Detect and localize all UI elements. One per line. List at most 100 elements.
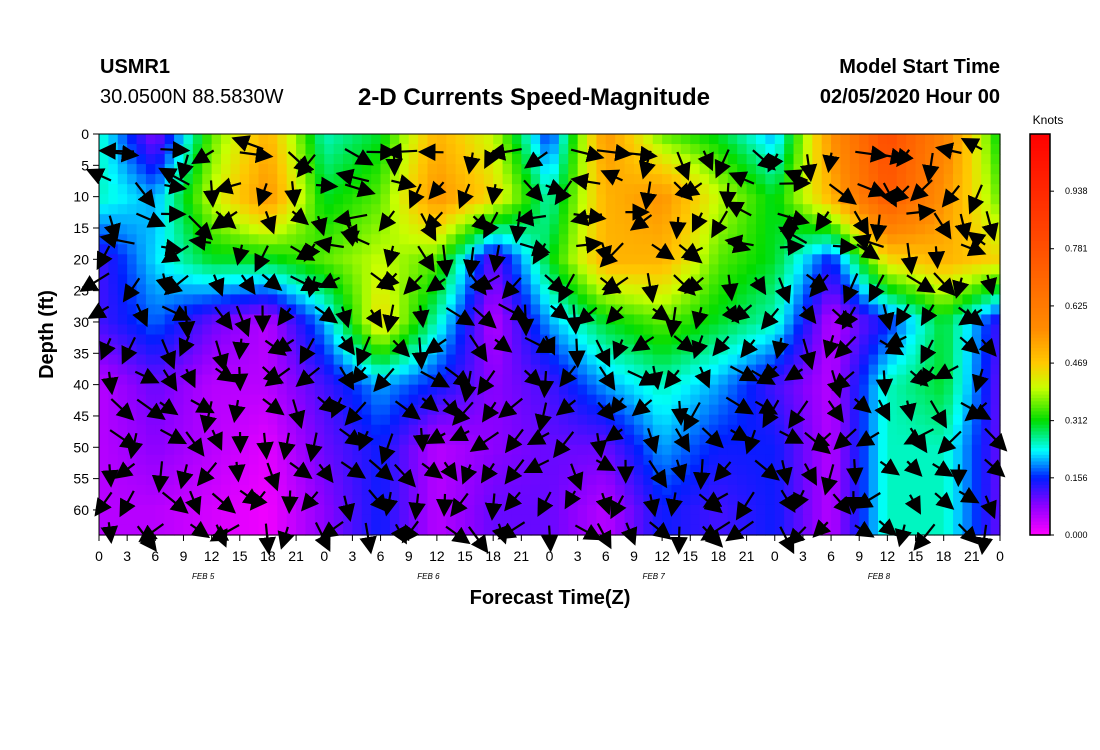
heatmap-cell xyxy=(192,304,203,316)
heatmap-cell xyxy=(643,364,654,376)
current-vector xyxy=(826,400,844,423)
heatmap-cell xyxy=(286,274,297,285)
heatmap-cell xyxy=(737,354,748,366)
colorbar-segment xyxy=(1030,137,1050,142)
heatmap-cell xyxy=(343,354,354,366)
heatmap-cell xyxy=(962,164,973,175)
heatmap-cell xyxy=(662,154,673,165)
heatmap-cell xyxy=(549,384,560,396)
heatmap-cell xyxy=(314,314,325,326)
heatmap-cell xyxy=(483,324,494,336)
heatmap-cell xyxy=(699,434,710,446)
heatmap-cell xyxy=(671,444,682,456)
current-vector xyxy=(355,336,373,367)
current-vector xyxy=(555,397,577,416)
heatmap-cell xyxy=(145,414,156,426)
heatmap-cell xyxy=(859,334,870,346)
heatmap-cell xyxy=(662,504,673,516)
heatmap-cell xyxy=(906,384,917,396)
heatmap-cell xyxy=(680,224,691,235)
heatmap-cell xyxy=(521,354,532,366)
y-tick-label: 25 xyxy=(73,283,89,299)
heatmap-cell xyxy=(671,274,682,285)
heatmap-cell xyxy=(727,504,738,516)
heatmap-cell xyxy=(267,414,278,426)
heatmap-cell xyxy=(877,444,888,456)
current-vector xyxy=(238,274,256,296)
current-vector xyxy=(515,209,547,227)
heatmap-cell xyxy=(136,454,147,466)
current-vector xyxy=(725,201,752,218)
heatmap-cell xyxy=(793,464,804,476)
y-tick-label: 45 xyxy=(73,408,89,424)
heatmap-cell xyxy=(296,314,307,326)
heatmap-cell xyxy=(427,264,438,275)
heatmap-cell xyxy=(277,224,288,235)
heatmap-cell xyxy=(314,264,325,275)
y-tick-label: 10 xyxy=(73,189,89,205)
heatmap-cell xyxy=(343,474,354,486)
heatmap-cell xyxy=(971,164,982,175)
heatmap-cell xyxy=(446,154,457,165)
heatmap-cell xyxy=(577,224,588,235)
heatmap-cell xyxy=(971,264,982,275)
current-vector xyxy=(553,431,575,459)
heatmap-cell xyxy=(530,384,541,396)
heatmap-cell xyxy=(624,234,635,245)
heatmap-cell xyxy=(821,254,832,265)
current-vector xyxy=(161,304,192,321)
heatmap-cell xyxy=(267,134,278,145)
heatmap-cell xyxy=(990,454,1001,466)
heatmap-cell xyxy=(793,164,804,175)
current-vector xyxy=(295,366,320,387)
heatmap-cell xyxy=(868,374,879,386)
heatmap-cell xyxy=(859,354,870,366)
heatmap-cell xyxy=(746,184,757,195)
current-vector xyxy=(642,427,660,455)
colorbar-segment xyxy=(1030,164,1050,169)
heatmap-cell xyxy=(727,144,738,155)
heatmap-cell xyxy=(117,244,128,255)
heatmap-cell xyxy=(446,144,457,155)
heatmap-cell xyxy=(493,354,504,366)
heatmap-cell xyxy=(155,414,166,426)
heatmap-cell xyxy=(108,324,119,336)
heatmap-cell xyxy=(493,514,504,526)
heatmap-cell xyxy=(802,334,813,346)
heatmap-cell xyxy=(633,294,644,306)
colorbar-segment xyxy=(1030,154,1050,158)
heatmap-cell xyxy=(183,244,194,255)
heatmap-cell xyxy=(136,204,147,215)
heatmap-cell xyxy=(802,324,813,336)
current-vector xyxy=(799,338,817,371)
heatmap-cell xyxy=(483,344,494,356)
heatmap-cell xyxy=(239,514,250,526)
heatmap-cell xyxy=(267,354,278,366)
heatmap-cell xyxy=(474,194,485,205)
heatmap-cell xyxy=(643,264,654,275)
current-vector xyxy=(822,152,840,174)
current-vector xyxy=(798,304,817,325)
heatmap-cell xyxy=(483,254,494,265)
heatmap-cell xyxy=(953,344,964,356)
heatmap-cell xyxy=(493,364,504,376)
x-tick-label: 6 xyxy=(827,548,835,564)
heatmap-cell xyxy=(840,324,851,336)
heatmap-cell xyxy=(709,324,720,336)
heatmap-cell xyxy=(221,504,231,516)
heatmap-cell xyxy=(324,214,335,225)
heatmap-cell xyxy=(389,324,400,336)
heatmap-cell xyxy=(784,514,795,526)
heatmap-cell xyxy=(408,254,419,265)
colorbar-segment xyxy=(1030,518,1050,523)
heatmap-cell xyxy=(953,224,964,235)
date-label: FEB 6 xyxy=(417,572,440,581)
heatmap-cell xyxy=(549,434,560,446)
colorbar-segment xyxy=(1030,334,1050,339)
heatmap-cell xyxy=(718,414,729,426)
heatmap-cell xyxy=(436,454,447,466)
heatmap-cell xyxy=(887,254,898,265)
heatmap-cell xyxy=(971,174,982,185)
heatmap-cell xyxy=(136,394,147,406)
heatmap-cell xyxy=(962,374,973,386)
